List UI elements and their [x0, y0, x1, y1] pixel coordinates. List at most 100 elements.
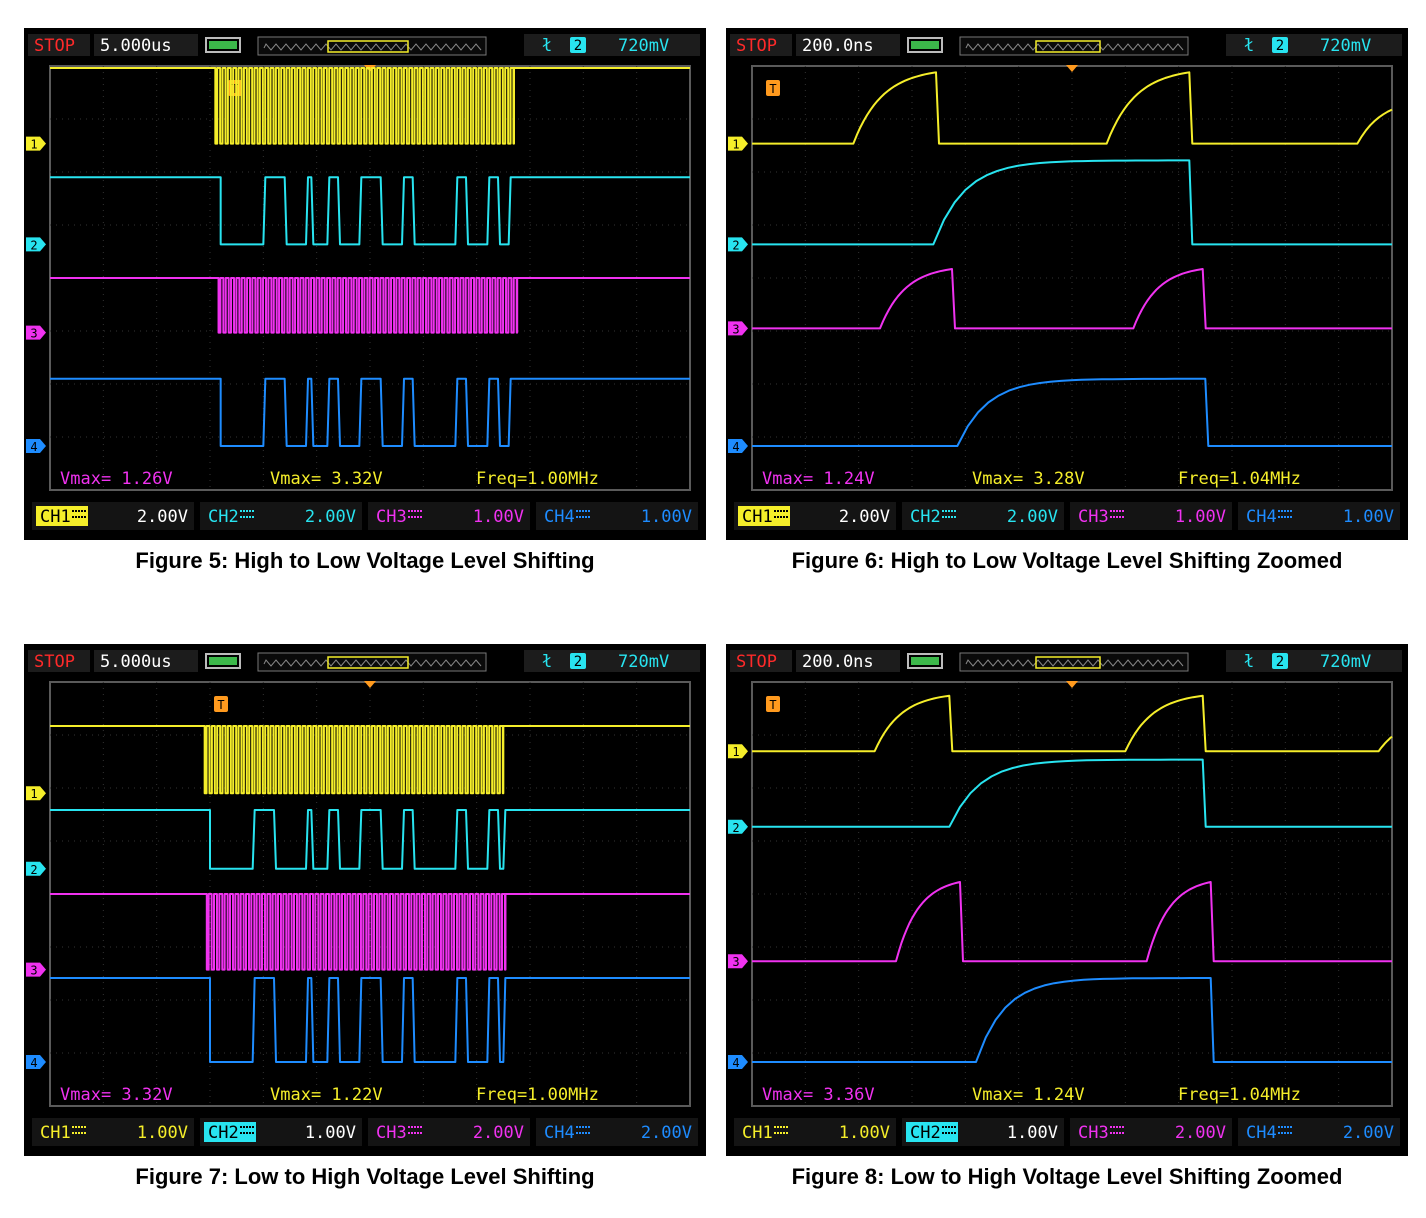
channel-scale-box[interactable]: [368, 502, 530, 530]
channel-marker: [728, 744, 748, 759]
measurement-readout: Vmax= 1.22V: [270, 1085, 383, 1105]
channel-scale: 2.00V: [473, 1123, 524, 1143]
channel-scale-box[interactable]: [200, 502, 362, 530]
channel-marker: [728, 1055, 748, 1069]
coupling-icon: [942, 510, 956, 518]
coupling-icon: [1110, 1126, 1124, 1134]
channel-scale: 1.00V: [137, 1123, 188, 1143]
channel-marker: [26, 861, 46, 876]
trigger-edge-icon: ł: [1244, 652, 1254, 672]
timebase-readout: 5.000us: [100, 652, 172, 672]
channel-scale-box[interactable]: [734, 1118, 896, 1146]
figure-caption: Figure 8: Low to High Voltage Level Shif…: [791, 1164, 1343, 1189]
memory-position-bar: [959, 36, 1189, 56]
memory-wave: [263, 43, 482, 51]
memory-position-bar: [257, 652, 487, 672]
trigger-level: 720mV: [618, 36, 669, 56]
channel-scale: 2.00V: [641, 1123, 692, 1143]
trigger-source: 2: [1276, 38, 1284, 54]
channel-marker: [26, 325, 46, 340]
trace-ch2: [752, 159, 1392, 246]
channel-label: CH2: [208, 1123, 239, 1143]
coupling-icon: [240, 1126, 254, 1134]
figure-7: STOP 5.000us ł 2 720mV T 1 2 3 4 Vmax= 3.32V Vmax= …: [24, 644, 706, 1189]
trigger-position-marker: [1066, 65, 1078, 72]
channel-scale-box[interactable]: [536, 502, 698, 530]
memory-window: [1035, 40, 1101, 53]
channel-scale-box[interactable]: [536, 1118, 698, 1146]
channel-label: CH3: [376, 507, 407, 527]
trigger-box: [1226, 650, 1402, 672]
oscilloscope-display: STOP 5.000us ł 2 720mV T 1 2 3 4 Vmax= 3.32V Vmax= …: [24, 644, 706, 1156]
trigger-edge-icon: ł: [1244, 36, 1254, 56]
coupling-icon: [1278, 1126, 1292, 1134]
channel-scale-box[interactable]: [1238, 1118, 1400, 1146]
status-box: [28, 34, 90, 56]
channel-marker: [26, 786, 46, 801]
measurement-readout: Vmax= 3.28V: [972, 469, 1085, 489]
channel-scale-box[interactable]: [1070, 1118, 1232, 1146]
channel-marker-label: 2: [732, 238, 739, 252]
trace-ch1: [50, 67, 690, 145]
figure-8: STOP 200.0ns ł 2 720mV T 1 2 3 4 Vmax= 3.36V Vmax= …: [726, 644, 1408, 1189]
channel-marker-label: 4: [732, 440, 739, 454]
channel-label: CH1: [742, 507, 773, 527]
timebase-readout: 200.0ns: [802, 36, 874, 56]
oscilloscope-display: STOP 200.0ns ł 2 720mV T 1 2 3 4 Vmax= 1.24V Vmax= …: [726, 28, 1408, 540]
trigger-box: [1226, 34, 1402, 56]
channel-marker-label: 2: [30, 238, 37, 252]
channel-scale-box[interactable]: [1070, 502, 1232, 530]
trace-ch2: [50, 176, 690, 246]
channel-marker: [728, 819, 748, 834]
channel-label: CH2: [910, 1123, 941, 1143]
memory-window: [327, 40, 409, 53]
channel-scale: 1.00V: [305, 1123, 356, 1143]
timebase-readout: 5.000us: [100, 36, 172, 56]
channel-label: CH1: [742, 1123, 773, 1143]
channel-label: CH1: [40, 1123, 71, 1143]
measurement-readout: Vmax= 1.26V: [60, 469, 173, 489]
coupling-icon: [1278, 510, 1292, 518]
coupling-icon: [774, 1126, 788, 1134]
figure-caption: Figure 5: High to Low Voltage Level Shif…: [135, 548, 595, 573]
trigger-level: 720mV: [1320, 652, 1371, 672]
channel-marker-label: 3: [732, 955, 739, 969]
channel-marker: [728, 237, 748, 252]
channel-scale: 2.00V: [1343, 1123, 1394, 1143]
run-status: STOP: [34, 36, 75, 56]
battery-level: [209, 41, 237, 49]
trace-ch3: [50, 277, 690, 334]
run-status: STOP: [34, 652, 75, 672]
channel-marker-label: 3: [732, 322, 739, 336]
oscilloscope-display: STOP 5.000us ł 2 720mV T 1 2 3 4 Vmax= 1.26V Vmax= …: [24, 28, 706, 540]
trigger-edge-icon: ł: [542, 652, 552, 672]
measurement-readout: Freq=1.04MHz: [1178, 469, 1301, 489]
measurement-readout: Vmax= 3.32V: [60, 1085, 173, 1105]
channel-marker-label: 1: [732, 138, 739, 152]
channel-scale-box[interactable]: [1238, 502, 1400, 530]
channel-scale: 1.00V: [1175, 507, 1226, 527]
channel-label: CH3: [1078, 507, 1109, 527]
trigger-source: 2: [574, 38, 582, 54]
battery-icon: [205, 653, 241, 669]
battery-level: [911, 41, 939, 49]
memory-wave: [263, 659, 482, 667]
channel-scale: 1.00V: [839, 1123, 890, 1143]
channel-marker-label: 4: [732, 1056, 739, 1070]
channel-marker-label: 4: [30, 1056, 37, 1070]
channel-scale-box[interactable]: [902, 502, 1064, 530]
trace-ch1: [752, 694, 1393, 753]
trigger-marker-icon: [766, 80, 780, 96]
channel-marker-label: 3: [30, 327, 37, 341]
memory-wave: [965, 659, 1184, 667]
channel-scale-box[interactable]: [368, 1118, 530, 1146]
channel-marker: [26, 1055, 46, 1069]
channel-marker-label: 2: [30, 863, 37, 877]
channel-marker: [728, 321, 748, 336]
channel-scale-box[interactable]: [32, 1118, 194, 1146]
trigger-marker-label: T: [231, 82, 238, 96]
coupling-icon: [576, 1126, 590, 1134]
channel-label: CH4: [1246, 1123, 1277, 1143]
channel-label: CH3: [1078, 1123, 1109, 1143]
trigger-source: 2: [1276, 654, 1284, 670]
